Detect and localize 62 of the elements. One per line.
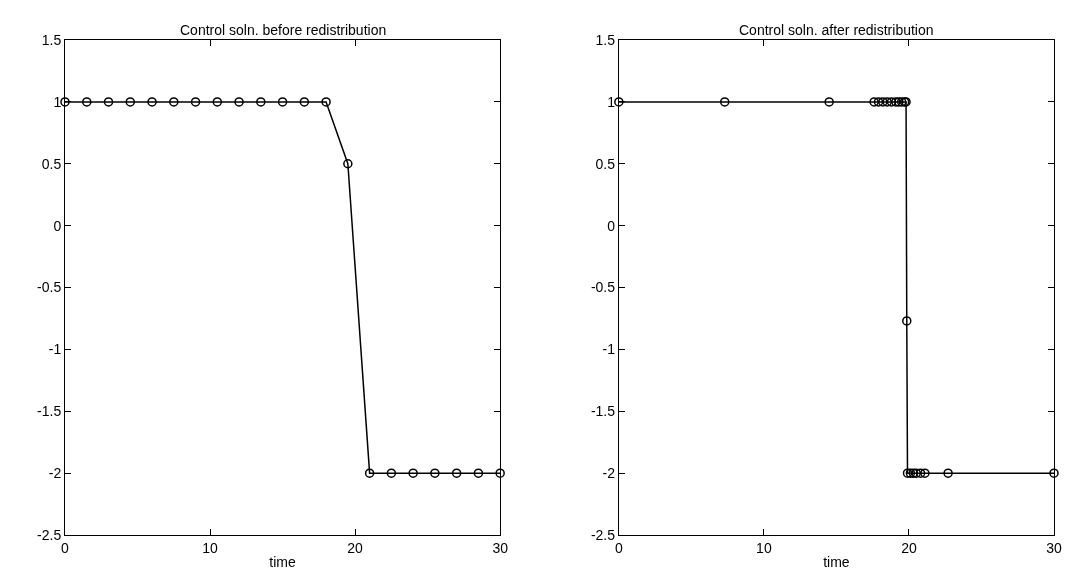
y-tick-label: 1.5	[41, 31, 62, 48]
point	[1049, 468, 1059, 478]
point	[277, 97, 288, 107]
point	[256, 97, 266, 107]
point	[451, 468, 462, 478]
point	[169, 97, 179, 107]
point	[60, 97, 70, 107]
x-tick-label: 20	[901, 539, 917, 556]
point	[719, 97, 730, 107]
point	[614, 97, 624, 107]
point	[920, 468, 930, 478]
point	[82, 97, 92, 107]
point	[824, 97, 834, 107]
x-tick-label: 10	[202, 539, 219, 556]
point	[125, 97, 136, 107]
point	[886, 97, 897, 107]
y-tick-label: 1	[53, 93, 62, 110]
point	[873, 97, 884, 107]
point	[473, 468, 484, 478]
point	[915, 468, 926, 478]
point	[902, 316, 912, 326]
chart-title: Control soln. before redistribution	[180, 22, 387, 38]
y-tick-label: 0	[607, 217, 616, 234]
point	[234, 97, 244, 107]
point	[212, 97, 223, 107]
point	[343, 159, 353, 169]
y-tick-label: -0.5	[590, 279, 616, 296]
point	[147, 97, 157, 107]
y-tick-label: 0.5	[41, 155, 62, 172]
x-tick-label: 30	[1046, 539, 1062, 556]
x-tick-label: 10	[756, 539, 772, 556]
y-tick-label: -2.5	[590, 526, 616, 543]
point	[190, 97, 201, 107]
x-tick-label: 20	[347, 539, 364, 556]
x-tick-label: 30	[492, 539, 509, 556]
point	[869, 97, 879, 107]
y-tick-label: -1	[48, 341, 62, 358]
point	[882, 97, 892, 107]
point	[408, 468, 418, 478]
y-tick-label: -0.5	[37, 279, 62, 296]
y-tick-label: -2	[48, 465, 62, 482]
y-tick-label: -2	[602, 465, 616, 482]
point	[430, 468, 440, 478]
y-tick-label: 0	[53, 217, 62, 234]
y-tick-label: 1.5	[595, 31, 616, 48]
point	[878, 97, 888, 107]
point	[299, 97, 310, 107]
y-tick-label: 0.5	[595, 155, 616, 172]
chart-title: Control soln. after redistribution	[739, 22, 934, 38]
x-axis-title: time	[823, 554, 850, 571]
x-axis-title: time	[269, 554, 297, 571]
y-tick-label: 1	[607, 93, 616, 110]
point	[364, 468, 375, 478]
point	[386, 468, 397, 478]
y-tick-label: -1.5	[37, 403, 62, 420]
y-tick-label: -2.5	[37, 526, 62, 543]
y-tick-label: -1.5	[590, 403, 616, 420]
point	[103, 97, 114, 107]
point	[943, 468, 953, 478]
y-tick-label: -1	[602, 341, 616, 358]
point	[495, 468, 505, 478]
point	[321, 97, 331, 107]
